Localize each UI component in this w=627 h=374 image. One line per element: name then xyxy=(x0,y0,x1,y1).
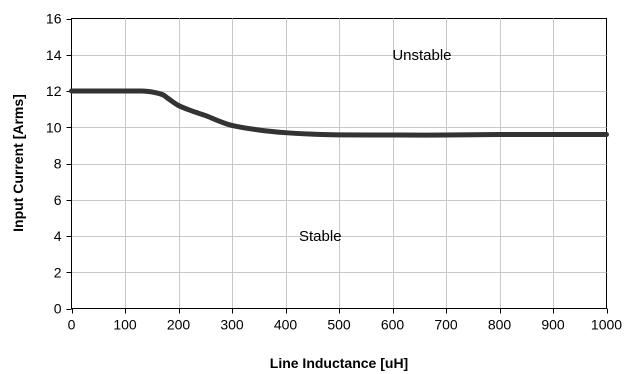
y-tick-label: 10 xyxy=(46,119,62,135)
x-tick-label: 300 xyxy=(220,317,244,333)
annotation-label: Unstable xyxy=(392,47,451,64)
y-tick-label: 4 xyxy=(54,228,62,244)
x-tick-label: 700 xyxy=(434,317,458,333)
annotation-label: Stable xyxy=(299,228,342,245)
x-tick-label: 0 xyxy=(68,317,76,333)
y-axis-title: Input Current [Arms] xyxy=(10,94,26,232)
x-tick-label: 800 xyxy=(488,317,512,333)
x-tick-label: 600 xyxy=(381,317,405,333)
y-tick-label: 16 xyxy=(46,11,62,27)
x-tick-label: 100 xyxy=(113,317,137,333)
y-tick-label: 0 xyxy=(54,301,62,317)
x-tick-label: 900 xyxy=(541,317,565,333)
gridlines xyxy=(71,18,607,309)
x-tick-label: 200 xyxy=(167,317,191,333)
y-tick-label: 14 xyxy=(46,47,62,63)
series-line xyxy=(69,88,609,138)
axes xyxy=(66,18,608,314)
x-axis-title: Line Inductance [uH] xyxy=(270,355,408,371)
y-tick-label: 6 xyxy=(54,192,62,208)
y-tick-label: 2 xyxy=(54,264,62,280)
x-tick-label: 500 xyxy=(327,317,351,333)
x-tick-label: 1000 xyxy=(591,317,622,333)
series-layer xyxy=(69,88,609,138)
annotations: Unstable Stable xyxy=(299,47,452,245)
y-tick-label: 12 xyxy=(46,83,62,99)
tick-labels: 0 100 200 300 400 500 600 700 800 900 1000 0 2 4 6 8 10 1… xyxy=(46,11,622,333)
x-tick-label: 400 xyxy=(274,317,298,333)
y-tick-label: 8 xyxy=(54,156,62,172)
